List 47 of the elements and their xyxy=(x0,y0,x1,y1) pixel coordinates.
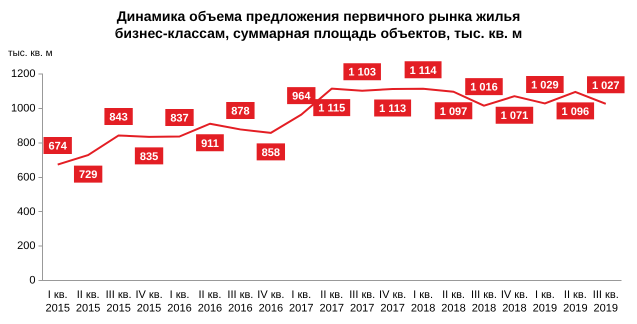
y-tick-label: 0 xyxy=(29,274,36,287)
data-label: 1 097 xyxy=(440,106,468,118)
x-tick-label: III кв. 2018 xyxy=(471,289,497,314)
x-tick-label: IV кв. 2017 xyxy=(379,289,406,314)
x-tick-label: IV кв. 2016 xyxy=(257,289,284,314)
data-label: 843 xyxy=(109,111,128,124)
x-tick-label: I кв. 2019 xyxy=(532,289,558,314)
y-tick-label: 400 xyxy=(17,206,36,218)
chart-title: Динамика объема предложения первичного рынка жилья бизнес-классам, суммарная площадь объектов, тыс. кв. м xyxy=(114,8,524,42)
data-label: 1 027 xyxy=(592,80,620,92)
y-tick-label: 1200 xyxy=(10,68,36,80)
x-tick-label: III кв. 2015 xyxy=(106,289,132,314)
x-tick-label: III кв. 2019 xyxy=(592,289,619,314)
x-tick-label: II кв. 2017 xyxy=(319,289,344,314)
x-tick-label: II кв. 2018 xyxy=(441,289,466,314)
data-label: 964 xyxy=(292,90,312,103)
data-label: 1 096 xyxy=(562,106,590,118)
x-tick-label: I кв. 2018 xyxy=(410,289,436,314)
data-label: 1 016 xyxy=(470,82,498,94)
data-label: 911 xyxy=(201,138,219,150)
x-tick-label: II кв. 2019 xyxy=(563,289,588,314)
data-label: 674 xyxy=(48,140,68,153)
data-label: 1 103 xyxy=(348,66,376,79)
y-axis-title: тыс. кв. м xyxy=(8,48,54,60)
y-tick-label: 600 xyxy=(17,171,36,184)
x-tick-label: II кв. 2016 xyxy=(198,289,222,314)
data-label: 858 xyxy=(262,146,280,159)
data-label: 1 115 xyxy=(318,102,346,115)
y-tick-label: 800 xyxy=(17,136,36,149)
x-tick-label: III кв. 2016 xyxy=(227,289,254,314)
x-tick-label: II кв. 2015 xyxy=(76,289,100,314)
data-label: 1 029 xyxy=(531,79,559,92)
data-label: 729 xyxy=(78,169,98,182)
x-tick-label: IV кв. 2018 xyxy=(500,289,528,314)
y-tick-label: 200 xyxy=(17,240,36,252)
y-tick-label: 1000 xyxy=(10,102,36,114)
data-label: 878 xyxy=(231,105,250,118)
x-tick-label: I кв. 2015 xyxy=(45,289,70,314)
data-label: 1 071 xyxy=(500,110,528,122)
data-label: 837 xyxy=(170,112,189,125)
x-tick-label: I кв. 2016 xyxy=(167,289,192,314)
x-tick-label: IV кв. 2015 xyxy=(135,289,163,314)
x-tick-label: III кв. 2017 xyxy=(349,289,376,314)
data-label: 835 xyxy=(140,150,158,163)
x-tick-label: I кв. 2017 xyxy=(289,289,314,314)
data-label: 1 113 xyxy=(379,103,406,116)
data-label: 1 114 xyxy=(410,64,438,77)
